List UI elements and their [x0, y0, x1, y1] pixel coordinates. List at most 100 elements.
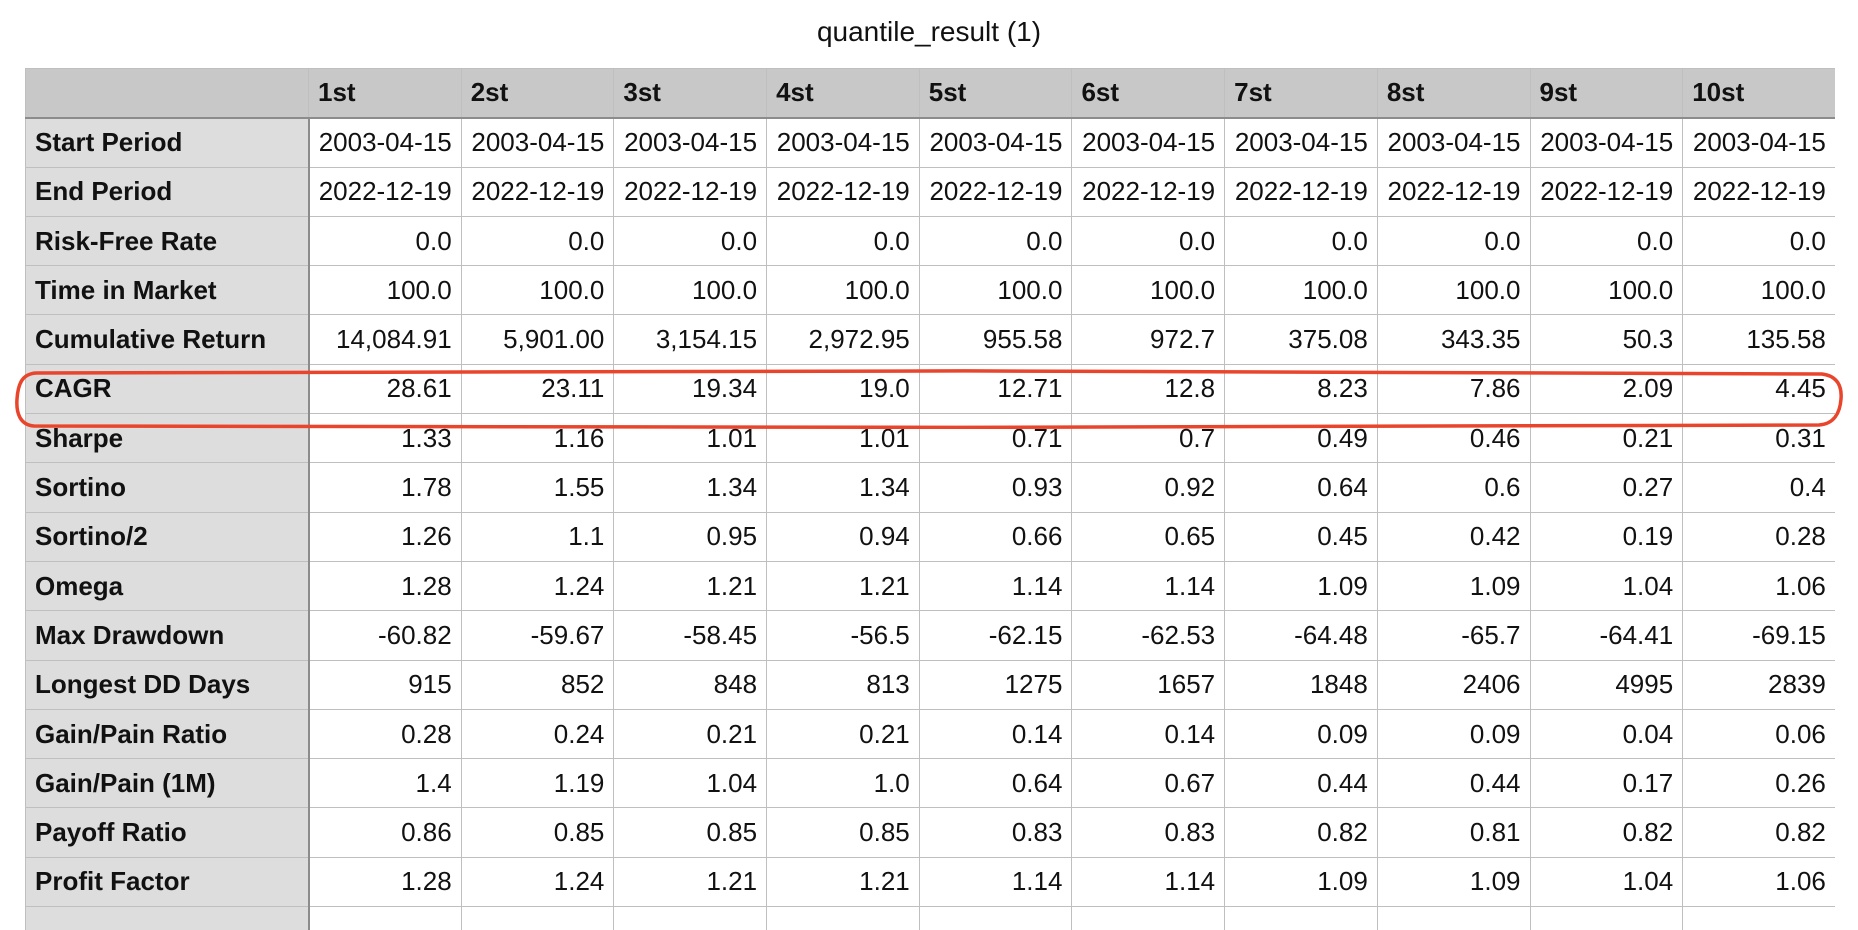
value-cell[interactable]: 0.19 [1529, 511, 1684, 562]
value-cell[interactable]: 0.0 [1529, 215, 1684, 267]
value-cell[interactable]: 12.71 [918, 363, 1073, 415]
value-cell[interactable]: 0.83 [1071, 807, 1226, 858]
value-cell[interactable]: 100.0 [766, 265, 920, 316]
value-cell[interactable]: 14,084.91 [308, 314, 462, 365]
value-cell[interactable]: -65.7 [1376, 610, 1531, 661]
row-label-cell[interactable]: Sortino [25, 462, 310, 513]
value-cell[interactable]: 813 [766, 659, 920, 710]
value-cell[interactable]: 2022-12-19 [1682, 166, 1835, 217]
row-label-cell[interactable]: Gain/Pain Ratio [25, 708, 310, 760]
column-header-9[interactable]: 9st [1529, 68, 1684, 119]
row-label-cell[interactable]: Omega [25, 560, 310, 612]
value-cell[interactable]: 1.14 [1071, 560, 1226, 612]
value-cell[interactable]: 0.82 [1224, 807, 1378, 858]
value-cell[interactable]: -69.15 [1682, 610, 1835, 661]
value-cell[interactable]: 2003-04-15 [613, 117, 768, 168]
value-cell[interactable]: 1.09 [1376, 856, 1531, 908]
value-cell[interactable]: 2003-04-15 [1376, 117, 1531, 168]
column-header-5[interactable]: 5st [918, 68, 1073, 119]
value-cell[interactable] [1224, 906, 1378, 930]
value-cell[interactable]: 2003-04-15 [918, 117, 1073, 168]
value-cell[interactable]: 2,972.95 [766, 314, 920, 365]
value-cell[interactable] [613, 906, 768, 930]
value-cell[interactable]: 2003-04-15 [1071, 117, 1226, 168]
value-cell[interactable]: 0.46 [1376, 413, 1531, 464]
value-cell[interactable]: 1.34 [613, 462, 768, 513]
value-cell[interactable]: -64.41 [1529, 610, 1684, 661]
value-cell[interactable]: 1.55 [460, 462, 615, 513]
value-cell[interactable] [1071, 906, 1226, 930]
value-cell[interactable]: 12.8 [1071, 363, 1226, 415]
value-cell[interactable]: 1.01 [766, 413, 920, 464]
value-cell[interactable]: 19.0 [766, 363, 920, 415]
value-cell[interactable]: 0.44 [1224, 758, 1378, 809]
value-cell[interactable]: -56.5 [766, 610, 920, 661]
value-cell[interactable]: 0.0 [1376, 215, 1531, 267]
value-cell[interactable]: 1.04 [1529, 560, 1684, 612]
value-cell[interactable]: 1.06 [1682, 560, 1835, 612]
row-label-cell[interactable]: Sortino/2 [25, 511, 310, 562]
column-header-10[interactable]: 10st [1682, 68, 1835, 119]
value-cell[interactable]: 100.0 [1682, 265, 1835, 316]
value-cell[interactable]: 1.24 [460, 560, 615, 612]
value-cell[interactable]: 852 [460, 659, 615, 710]
value-cell[interactable]: 19.34 [613, 363, 768, 415]
value-cell[interactable]: 2022-12-19 [918, 166, 1073, 217]
value-cell[interactable]: 0.09 [1376, 708, 1531, 760]
value-cell[interactable]: 2003-04-15 [766, 117, 920, 168]
value-cell[interactable]: 0.0 [460, 215, 615, 267]
value-cell[interactable]: 0.64 [1224, 462, 1378, 513]
value-cell[interactable]: 1.14 [1071, 856, 1226, 908]
value-cell[interactable]: 0.28 [1682, 511, 1835, 562]
value-cell[interactable]: -62.15 [918, 610, 1073, 661]
value-cell[interactable]: 2022-12-19 [766, 166, 920, 217]
value-cell[interactable]: 0.94 [766, 511, 920, 562]
value-cell[interactable]: -58.45 [613, 610, 768, 661]
value-cell[interactable]: 2022-12-19 [308, 166, 462, 217]
value-cell[interactable]: 0.83 [918, 807, 1073, 858]
value-cell[interactable]: 1.01 [613, 413, 768, 464]
value-cell[interactable]: 1848 [1224, 659, 1378, 710]
column-header-4[interactable]: 4st [766, 68, 920, 119]
value-cell[interactable]: 2022-12-19 [460, 166, 615, 217]
value-cell[interactable]: 1.28 [308, 560, 462, 612]
value-cell[interactable]: 915 [308, 659, 462, 710]
value-cell[interactable]: 2022-12-19 [613, 166, 768, 217]
value-cell[interactable]: 848 [613, 659, 768, 710]
value-cell[interactable]: 100.0 [1376, 265, 1531, 316]
row-label-cell[interactable]: CAGR [25, 363, 310, 415]
row-label-cell[interactable]: Max Drawdown [25, 610, 310, 661]
value-cell[interactable]: 1657 [1071, 659, 1226, 710]
value-cell[interactable]: 2003-04-15 [1682, 117, 1835, 168]
row-label-cell[interactable]: Time in Market [25, 265, 310, 316]
value-cell[interactable]: 1.0 [766, 758, 920, 809]
value-cell[interactable]: 0.0 [613, 215, 768, 267]
row-label-cell[interactable]: Cumulative Return [25, 314, 310, 365]
value-cell[interactable]: 1.4 [308, 758, 462, 809]
column-header-8[interactable]: 8st [1376, 68, 1531, 119]
value-cell[interactable]: -64.48 [1224, 610, 1378, 661]
value-cell[interactable]: 0.0 [766, 215, 920, 267]
value-cell[interactable]: 0.17 [1529, 758, 1684, 809]
value-cell[interactable]: 0.04 [1529, 708, 1684, 760]
value-cell[interactable]: 100.0 [308, 265, 462, 316]
value-cell[interactable]: 0.14 [1071, 708, 1226, 760]
value-cell[interactable]: 100.0 [613, 265, 768, 316]
value-cell[interactable]: 2003-04-15 [1224, 117, 1378, 168]
value-cell[interactable]: -60.82 [308, 610, 462, 661]
value-cell[interactable]: 1.09 [1224, 856, 1378, 908]
value-cell[interactable]: 1.06 [1682, 856, 1835, 908]
value-cell[interactable]: 0.0 [918, 215, 1073, 267]
value-cell[interactable]: 0.66 [918, 511, 1073, 562]
value-cell[interactable]: 0.44 [1376, 758, 1531, 809]
row-label-cell[interactable]: Longest DD Days [25, 659, 310, 710]
value-cell[interactable]: 2022-12-19 [1376, 166, 1531, 217]
value-cell[interactable]: 1275 [918, 659, 1073, 710]
value-cell[interactable]: 1.14 [918, 856, 1073, 908]
value-cell[interactable]: 4.45 [1682, 363, 1835, 415]
value-cell[interactable]: 0.09 [1224, 708, 1378, 760]
value-cell[interactable]: 100.0 [1224, 265, 1378, 316]
value-cell[interactable] [1682, 906, 1835, 930]
value-cell[interactable]: 0.42 [1376, 511, 1531, 562]
value-cell[interactable]: 1.19 [460, 758, 615, 809]
